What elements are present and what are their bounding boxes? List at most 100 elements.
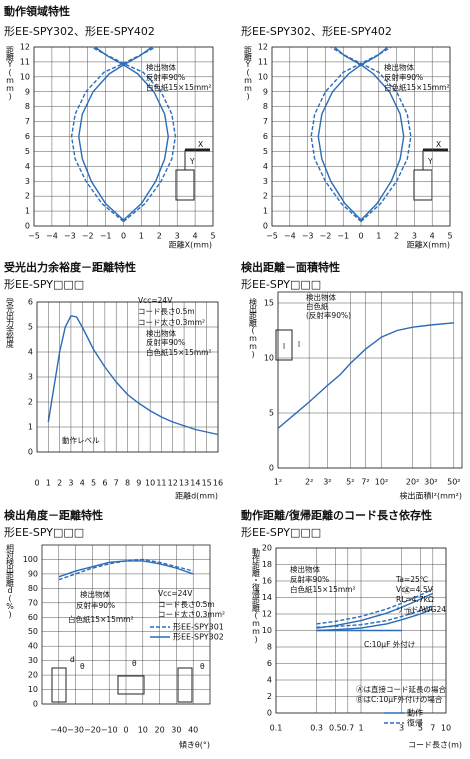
annotation: θ	[132, 659, 137, 668]
series-line	[78, 46, 153, 221]
series-line	[58, 560, 194, 578]
plot-frame	[36, 301, 219, 453]
annotation: 動作レベル	[62, 435, 100, 445]
y-tick-label: 20	[262, 544, 272, 553]
annotation: 白色紙15×15mm²	[384, 82, 450, 92]
x-tick-label: 1	[46, 479, 51, 488]
y-tick-label: 20	[28, 671, 38, 680]
x-tick-label: −10	[101, 726, 118, 735]
annotation: Ⓐは直接コード延長の場合	[356, 684, 446, 694]
y-axis-label: 受光出力余裕度	[6, 297, 15, 349]
y-axis-label: 距離Y(mm)	[243, 46, 252, 100]
y-tick-label: 1	[263, 207, 268, 216]
x-tick-label: 14	[190, 479, 200, 488]
x-tick-label: 2²	[305, 478, 313, 487]
annotation: X	[436, 140, 441, 149]
panel-subtitle: 形EE-SPY□□□	[241, 526, 321, 539]
y-tick-label: 10	[20, 72, 30, 81]
annotation: Y	[189, 157, 195, 166]
y-tick-label: 80	[28, 584, 38, 593]
annotation: Ta=25℃	[395, 575, 428, 584]
x-tick-label: 3	[412, 232, 417, 241]
y-axis-label: 距離Y(mm)	[5, 46, 14, 100]
x-tick-label: −40	[50, 726, 67, 735]
y-tick-label: 16	[262, 577, 272, 586]
plot-frame	[275, 547, 447, 714]
y-tick-label: 10	[28, 685, 38, 694]
y-tick-label: 1	[25, 207, 30, 216]
x-tick-label: 0	[34, 479, 39, 488]
y-tick-label: 100	[23, 555, 38, 564]
series-line	[277, 322, 454, 429]
x-tick-label: 9	[136, 479, 141, 488]
x-tick-label: 5	[418, 724, 423, 733]
annotation: C:10μF 外付け	[364, 639, 415, 649]
x-tick-label: 20	[155, 726, 165, 735]
annotation: 検出物体	[384, 62, 414, 72]
y-tick-label: 5	[263, 147, 268, 156]
y-tick-label: 1	[28, 423, 33, 432]
x-tick-label: 40	[188, 726, 198, 735]
x-tick-label: 7	[430, 724, 435, 733]
annotation: 白色紙15×15mm²	[290, 584, 356, 594]
x-tick-label: 0.3	[310, 724, 323, 733]
y-tick-label: 60	[28, 613, 38, 622]
annotation: 反射率90%	[76, 600, 115, 610]
y-tick-label: 90	[28, 569, 38, 578]
x-tick-label: 10	[145, 479, 155, 488]
x-tick-label: −2	[320, 232, 332, 241]
panel-subtitle: 形EE-SPY302、形EE-SPY402	[241, 25, 392, 38]
x-tick-label: −5	[28, 232, 40, 241]
x-tick-label: 10	[441, 724, 451, 733]
x-tick-label: 1²	[274, 478, 282, 487]
annotation: 反射率90%	[146, 337, 185, 347]
series-line	[70, 46, 157, 223]
annotation: Y	[427, 157, 433, 166]
x-axis-label: 傾きθ(°)	[179, 741, 210, 750]
series-line	[90, 46, 177, 223]
annotation: 検出物体	[290, 564, 320, 574]
x-tick-label: 3	[399, 724, 404, 733]
annotation: 白色紙15×15mm²	[68, 614, 134, 624]
x-tick-label: 2	[394, 232, 399, 241]
x-tick-label: 4	[80, 479, 85, 488]
y-tick-label: 3	[28, 373, 33, 382]
annotation: l	[298, 340, 300, 349]
y-axis-label: 相対検出距離d(%)	[5, 543, 14, 618]
annotation: θ	[80, 662, 85, 671]
y-tick-label: 8	[267, 643, 272, 652]
panel-subtitle: 形EE-SPY□□□	[4, 526, 84, 539]
y-tick-label: 5	[28, 323, 33, 332]
x-tick-label: 0.5	[329, 724, 342, 733]
x-tick-label: 1	[139, 232, 144, 241]
x-tick-label: 7	[114, 479, 119, 488]
x-tick-label: 16	[213, 479, 223, 488]
x-tick-label: 2	[57, 479, 62, 488]
annotation: コード長さ0.5m	[158, 600, 215, 609]
panel-subtitle: 形EE-SPY302、形EE-SPY402	[4, 25, 155, 38]
annotation: Vcc=24V	[158, 589, 193, 598]
x-axis-label: 距離X(mm)	[407, 240, 450, 250]
series-line	[94, 46, 169, 221]
annotation: 白色紙	[306, 301, 329, 311]
y-tick-label: 50	[28, 627, 38, 636]
y-tick-label: 7	[25, 117, 30, 126]
y-tick-label: 8	[263, 102, 268, 111]
y-tick-label: 4	[28, 348, 33, 357]
x-tick-label: 3²	[323, 478, 331, 487]
y-tick-label: 0	[28, 448, 33, 457]
annotation: Ⓐ	[403, 586, 411, 595]
x-tick-label: 2	[157, 232, 162, 241]
x-tick-label: 10²	[375, 478, 388, 487]
x-tick-label: 12	[168, 479, 178, 488]
panel-title: 受光出力余裕度－距離特性	[4, 260, 136, 274]
y-tick-label: 9	[25, 87, 30, 96]
annotation: (反射率90%)	[306, 310, 351, 320]
x-axis-label: コード長さ(m)	[408, 741, 462, 750]
y-tick-label: 0	[33, 700, 38, 709]
x-tick-label: 13	[179, 479, 189, 488]
y-tick-label: 10	[262, 626, 272, 635]
series-line	[310, 46, 392, 223]
y-tick-label: 6	[263, 132, 268, 141]
